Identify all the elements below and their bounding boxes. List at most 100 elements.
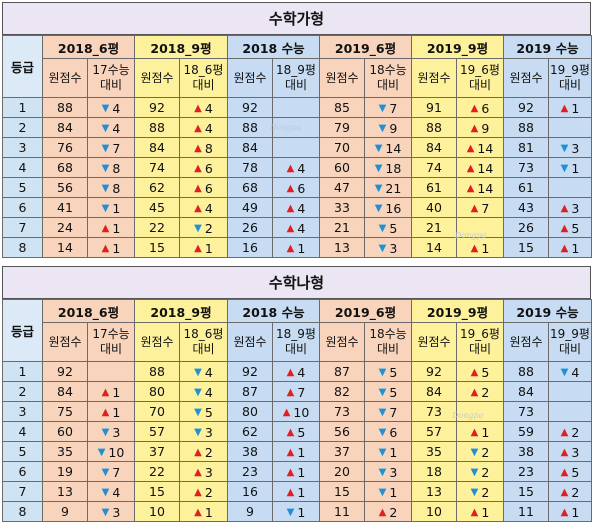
change-cell: ▲ 3 [548,441,592,462]
score-header: 원점수 [227,322,273,362]
down-arrow-icon: ▼ [101,466,110,478]
up-arrow-icon: ▲ [194,466,202,478]
change-value: 1 [297,241,306,257]
compare-header: 19_6평 대비 [456,58,504,98]
score-cell: 70 [319,137,365,158]
change-cell: ▲ 1 [272,441,320,462]
change-value: 21 [385,181,402,197]
grade-cell: 3 [2,401,43,422]
change-cell: ▲ 4 [272,157,320,178]
change-value: 8 [204,141,213,157]
change-cell: ▼ 3 [364,237,412,258]
score-cell: 78 [227,157,273,178]
score-header: 원점수 [42,322,88,362]
score-cell: 59 [503,421,549,442]
change-value: 14 [477,181,494,197]
score-cell: 88 [134,361,180,382]
score-cell: 88 [42,97,88,118]
down-arrow-icon: ▼ [286,506,295,518]
score-cell: 10 [411,501,457,522]
score-header: 원점수 [227,58,273,98]
change-cell: ▼ 3 [87,421,135,442]
change-cell: ▼ 4 [87,97,135,118]
grade-header: 등급 [2,35,43,98]
change-cell: ▼ 2 [456,441,504,462]
up-arrow-icon: ▲ [560,426,569,438]
change-value: 7 [112,141,121,157]
score-header: 원점수 [411,322,457,362]
up-arrow-icon: ▲ [286,466,295,478]
score-cell: 82 [319,381,365,402]
score-cell: 15 [503,237,549,258]
score-header: 원점수 [411,58,457,98]
score-cell: 15 [319,481,365,502]
down-arrow-icon: ▼ [378,122,387,134]
grade-cell: 5 [2,441,43,462]
up-arrow-icon: ▲ [466,162,475,174]
change-value: 4 [204,385,213,401]
change-cell: ▼ 21 [364,177,412,198]
score-cell: 79 [319,117,365,138]
down-arrow-icon: ▼ [374,202,383,214]
score-cell: 84 [503,381,549,402]
change-value: 5 [481,365,490,381]
table-row: 3 75 ▲ 1 70 ▼ 5 80 ▲ 10 73 ▼ 7 73 73 [2,401,592,422]
up-arrow-icon: ▲ [378,506,387,518]
change-value: 7 [481,201,490,217]
change-cell: ▼ 10 [87,441,135,462]
table-row: 8 9 ▼ 3 10 ▲ 1 9 ▼ 1 11 ▲ 2 10 ▲ 1 11 ▲ 1 [2,501,592,522]
exam-header: 2019 수능 [503,299,592,323]
score-cell: 47 [319,177,365,198]
score-cell: 80 [227,401,273,422]
score-cell: 9 [42,501,88,522]
change-cell: ▼ 3 [364,461,412,482]
change-value: 7 [112,465,121,481]
compare-header: 17수능 대비 [87,322,135,362]
down-arrow-icon: ▼ [194,426,202,438]
change-cell: ▼ 4 [179,381,228,402]
change-value: 8 [112,161,121,177]
change-value: 5 [389,221,398,237]
score-cell: 92 [227,97,273,118]
score-cell: 84 [42,117,88,138]
up-arrow-icon: ▲ [560,202,569,214]
down-arrow-icon: ▼ [194,222,202,234]
change-value: 1 [571,101,580,117]
exam-header: 2019_9평 [411,299,504,323]
table-row: 6 41 ▼ 1 45 ▲ 4 49 ▲ 4 33 ▼ 16 40 ▲ 7 43 ▲ 3 [2,197,592,218]
change-value: 7 [389,101,398,117]
up-arrow-icon: ▲ [194,486,202,498]
grade-cell: 8 [2,501,43,522]
score-cell: 74 [411,157,457,178]
grade-cell: 3 [2,137,43,158]
score-header: 원점수 [42,58,88,98]
up-arrow-icon: ▲ [470,366,479,378]
change-value: 6 [389,425,398,441]
change-cell: ▲ 1 [179,501,228,522]
up-arrow-icon: ▲ [194,142,202,154]
change-cell: ▲ 1 [548,237,592,258]
score-cell: 26 [227,217,273,238]
change-value: 1 [297,485,306,501]
change-cell: ▲ 1 [548,501,592,522]
score-cell: 9 [227,501,273,522]
table-row: 8 14 ▲ 1 15 ▲ 1 16 ▲ 1 13 ▼ 3 14 ▲ 1 15 ▲ 1 [2,237,592,258]
change-value: 2 [204,445,213,461]
score-cell: 21 [319,217,365,238]
change-value: 4 [297,365,306,381]
change-cell: ▼ 1 [364,441,412,462]
table-row: 1 88 ▼ 4 92 ▲ 4 92 85 ▼ 7 91 ▲ 6 92 ▲ 1 [2,97,592,118]
up-arrow-icon: ▲ [286,202,295,214]
score-cell: 73 [319,401,365,422]
up-arrow-icon: ▲ [470,202,479,214]
change-cell: ▲ 1 [272,461,320,482]
change-value: 1 [297,465,306,481]
change-value: 5 [297,425,306,441]
up-arrow-icon: ▲ [286,386,295,398]
compare-header: 18_6평 대비 [179,322,228,362]
change-value: 4 [112,485,121,501]
down-arrow-icon: ▼ [378,466,387,478]
change-value: 1 [571,241,580,257]
up-arrow-icon: ▲ [194,102,202,114]
table-row: 2 84 ▲ 1 80 ▼ 4 87 ▲ 7 82 ▼ 5 84 ▲ 2 84 [2,381,592,402]
